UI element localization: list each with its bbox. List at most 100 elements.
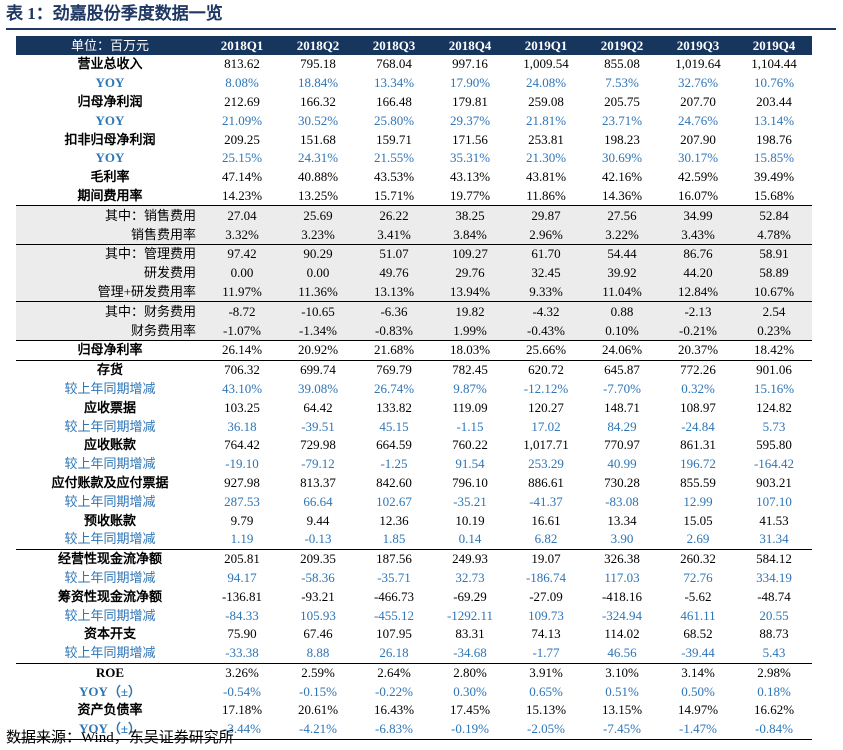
table-cell: -324.94 (601, 607, 643, 623)
table-cell: 10.67% (736, 282, 812, 302)
table-cell: -39.44 (681, 645, 715, 661)
table-body: 营业总收入 813.62 795.18 768.04 997.16 1,009.54 855… (16, 55, 812, 740)
table-row: 研发费用 0.00 0.00 49.76 29.76 32.45 39.92 44.20 58.… (16, 263, 812, 283)
row-label: YOY（±） (16, 719, 204, 740)
table-cell: 699.74 (280, 359, 356, 380)
table-cell: -1.15 (456, 418, 484, 434)
table-cell: 795.18 (300, 56, 336, 72)
row-label: ROE (16, 662, 204, 683)
table-cell: -2.05% (508, 719, 584, 740)
table-cell: 47.14% (221, 169, 263, 185)
table-cell: -418.16 (601, 588, 643, 604)
table-cell: 7.53% (605, 75, 639, 91)
table-cell: 842.60 (376, 474, 412, 490)
table-cell: 30.17% (677, 150, 719, 166)
table-cell: 12.99 (683, 493, 713, 509)
table-cell: 43.81% (525, 169, 567, 185)
table-cell: 11.36% (280, 282, 356, 302)
table-cell: 133.82 (376, 399, 412, 415)
table-cell: -79.12 (301, 456, 335, 472)
table-title: 表 1：劲嘉股份季度数据一览 (6, 2, 836, 30)
table-cell: 205.75 (604, 93, 640, 109)
table-cell: 18.84% (297, 75, 339, 91)
table-cell: 730.28 (604, 474, 640, 490)
table-cell: 12.84% (660, 282, 736, 302)
table-cell: -2.13 (660, 301, 736, 322)
table-cell: -7.70% (603, 380, 641, 396)
table-row: 较上年同期增减 1.19 -0.13 1.85 0.14 6.82 3.90 2.69 31.3… (16, 530, 812, 549)
table-cell: 207.70 (680, 93, 716, 109)
table-cell: 25.66% (508, 339, 584, 361)
table-cell: -24.84 (681, 418, 715, 434)
table-cell: -6.83% (356, 719, 432, 740)
table-cell: 326.38 (584, 548, 660, 569)
table-row: YOY（±） -0.54% -0.15% -0.22% 0.30% 0.65% 0.51% 0… (16, 682, 812, 701)
row-label: 应收账款 (83, 437, 136, 453)
table-cell: 51.07 (356, 243, 432, 264)
table-cell: 43.53% (373, 169, 415, 185)
table-cell: 0.88 (584, 301, 660, 322)
table-cell: 20.92% (280, 339, 356, 361)
table-cell: 42.16% (601, 169, 643, 185)
table-cell: 24.31% (297, 150, 339, 166)
table-cell: 187.56 (356, 548, 432, 569)
table-row: 存货 706.32 699.74 769.79 782.45 620.72 645.87 77… (16, 359, 812, 380)
row-label: 资产负债率 (77, 702, 143, 718)
header-quarter: 2018Q3 (356, 36, 432, 55)
table-cell: 770.97 (604, 437, 640, 453)
table-cell: 11.86% (526, 187, 566, 203)
table-cell: 13.13% (356, 282, 432, 302)
table-cell: 16.07% (677, 187, 719, 203)
table-cell: 3.90 (610, 531, 634, 547)
table-cell: 17.02 (531, 418, 561, 434)
header-quarter: 2018Q4 (432, 36, 508, 55)
table-cell: 52.84 (736, 205, 812, 226)
table-cell: 91.54 (455, 456, 485, 472)
table-cell: 18.42% (736, 339, 812, 361)
table-cell: 74.13 (531, 626, 561, 642)
table-cell: 259.08 (528, 93, 564, 109)
table-cell: -4.32 (508, 301, 584, 322)
table-cell: 39.92 (584, 263, 660, 283)
table-cell: 26.74% (373, 380, 415, 396)
table-cell: -83.08 (605, 493, 639, 509)
table-cell: 25.15% (221, 150, 263, 166)
table-cell: 903.21 (756, 474, 792, 490)
table-cell: -84.33 (225, 607, 259, 623)
table-cell: -0.19% (432, 719, 508, 740)
table-cell: 584.12 (736, 548, 812, 569)
table-cell: 620.72 (508, 359, 584, 380)
table-cell: 20.37% (660, 339, 736, 361)
table-cell: 3.10% (584, 662, 660, 683)
table-cell: 2.96% (508, 225, 584, 245)
table-cell: 0.10% (584, 321, 660, 341)
table-cell: 1,104.44 (751, 56, 797, 72)
table-cell: 0.23% (736, 321, 812, 341)
table-cell: 768.04 (376, 56, 412, 72)
row-label: 其中：管理费用 (16, 243, 204, 264)
row-label: YOY (95, 150, 125, 166)
table-cell: 782.45 (432, 359, 508, 380)
row-label: 较上年同期增减 (64, 569, 156, 585)
table-row: 毛利率 47.14% 40.88% 43.53% 43.13% 43.81% 42.16% 4… (16, 168, 812, 187)
table-cell: 13.25% (297, 187, 339, 203)
table-cell: 39.49% (753, 169, 795, 185)
table-cell: 151.68 (300, 131, 336, 147)
row-label: 较上年同期增减 (64, 607, 156, 623)
table-cell: 13.34% (373, 75, 415, 91)
table-cell: 40.88% (297, 169, 339, 185)
table-cell: 12.36 (379, 512, 409, 528)
table-cell: 43.13% (449, 169, 491, 185)
table-cell: 166.32 (300, 93, 336, 109)
table-cell: 3.84% (432, 225, 508, 245)
table-cell: 21.55% (373, 150, 415, 166)
table-cell: 20.55 (759, 607, 789, 623)
table-cell: 813.37 (300, 474, 336, 490)
table-row: 管理+研发费用率 11.97% 11.36% 13.13% 13.94% 9.33% 11.… (16, 282, 812, 302)
table-cell: 18.03% (432, 339, 508, 361)
table-cell: 2.54 (736, 301, 812, 322)
table-cell: 75.90 (227, 626, 257, 642)
table-row: 应收票据 103.25 64.42 133.82 119.09 120.27 148.71 1… (16, 398, 812, 417)
row-label: 应收票据 (83, 399, 136, 415)
table-cell: 90.29 (280, 243, 356, 264)
